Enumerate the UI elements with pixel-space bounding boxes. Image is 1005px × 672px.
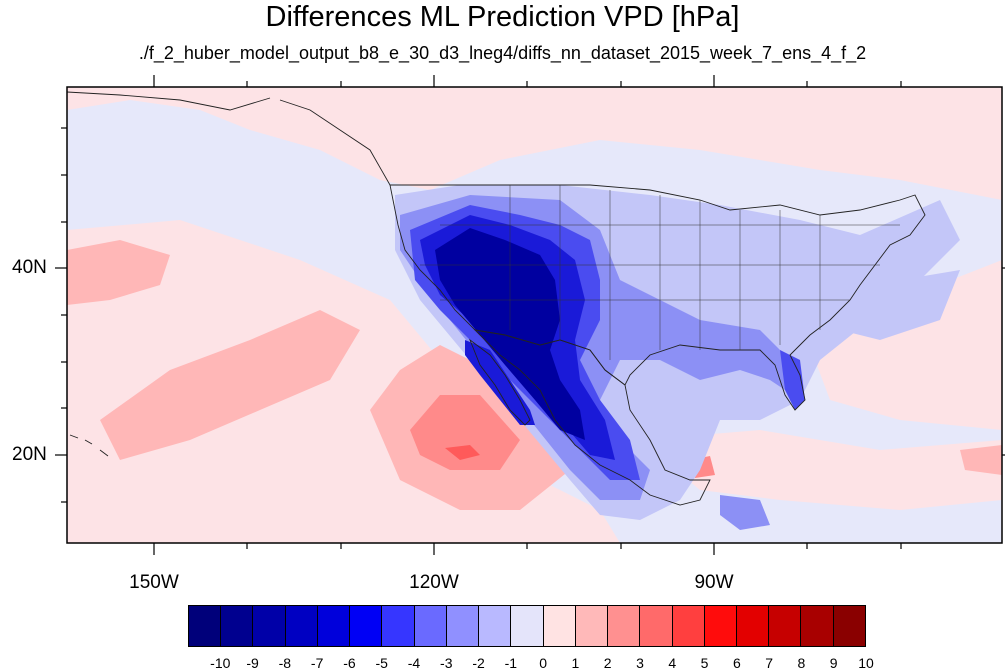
colorbar-segment: [833, 606, 865, 646]
colorbar-segment: [575, 606, 609, 646]
colorbar-tick-label: -3: [440, 655, 453, 671]
colorbar-segment: [479, 606, 512, 646]
colorbar-tick-label: -2: [472, 655, 485, 671]
colorbar-segment: [317, 606, 351, 646]
florida-anomaly: [780, 350, 805, 410]
state-borders: [420, 185, 900, 360]
colorbar-tick-label: 6: [732, 655, 741, 671]
colorbar-segment: [382, 606, 415, 646]
colorbar-segment: [769, 606, 802, 646]
colorbar-tick-label: -8: [278, 655, 292, 671]
colorbar-tick-label: 9: [829, 655, 838, 671]
coastlines: [67, 91, 926, 506]
red-spot-mexico-coast: [445, 445, 480, 460]
pink-region-north: [67, 87, 1002, 200]
atlantic-blue: [830, 270, 960, 340]
colorbar-tick-label: -1: [504, 655, 518, 671]
colorbar-tick-label: 0: [539, 655, 548, 671]
colorbar-segment: [253, 606, 286, 646]
axis-ticks: [55, 75, 1005, 555]
red-patch-hawaii-west: [67, 240, 170, 305]
colorbar-tick-label: 10: [858, 655, 874, 671]
colorbar-tick-label: -6: [343, 655, 356, 671]
colorbar-segment: [189, 606, 222, 646]
red-core-mexico-coast: [410, 395, 520, 470]
colorbar-segment: [285, 606, 318, 646]
lon-label-120w: 120W: [409, 572, 459, 593]
colorbar-segment: [640, 606, 673, 646]
colorbar-segment: [414, 606, 447, 646]
colorbar-tick-label: 8: [797, 655, 806, 671]
colorbar-tick-label: 5: [700, 655, 709, 671]
colorbar-tick-label: -7: [310, 655, 324, 671]
pink-region-south: [640, 430, 1002, 510]
darkest-blue-land: [435, 228, 585, 440]
colorbar-segment: [736, 606, 770, 646]
central-america-anomaly: [720, 495, 770, 530]
colorbar-tick-label: 2: [603, 655, 612, 671]
colorbar-tick-label: 3: [636, 655, 644, 671]
colorbar-segment: [543, 606, 576, 646]
colorbar-segment: [221, 606, 254, 646]
hawaii-islands-outline: [69, 434, 109, 457]
red-spot-atlantic: [960, 445, 1002, 475]
red-patch-central-pacific: [100, 310, 360, 460]
alaska-coast-outline: [67, 91, 271, 111]
colorbar: [188, 605, 866, 647]
pink-region-east: [800, 260, 1002, 430]
colorbar-tick-label: -10: [210, 655, 231, 671]
colorbar-segment: [704, 606, 737, 646]
lat-label-20n: 20N: [12, 444, 47, 465]
colorbar-segment: [350, 606, 383, 646]
colorbar-tick-label: -9: [246, 655, 259, 671]
colorbar-segment: [511, 606, 544, 646]
baja-anomaly: [465, 340, 535, 425]
colorbar-tick-label: 1: [571, 655, 580, 671]
map-title: Differences ML Prediction VPD [hPa]: [265, 1, 740, 33]
colorbar-tick-label: -4: [407, 655, 421, 671]
colorbar-segment: [446, 606, 480, 646]
colorbar-segment: [608, 606, 641, 646]
mexico-outline: [473, 329, 711, 506]
colorbar-segment: [672, 606, 705, 646]
colorbar-tick-label: 7: [765, 655, 774, 671]
colorbar-tick-label: -5: [375, 655, 388, 671]
map-subtitle: ./f_2_huber_model_output_b8_e_30_d3_lneg…: [138, 43, 867, 63]
contour-field: [67, 87, 1002, 543]
colorbar-tick-label: 4: [668, 655, 677, 671]
lon-label-150w: 150W: [129, 572, 179, 593]
baja-california-outline: [468, 338, 531, 426]
lat-label-40n: 40N: [12, 257, 47, 278]
colorbar-segment: [801, 606, 834, 646]
lon-label-90w: 90W: [694, 572, 734, 593]
canada-coast-outline: [279, 99, 391, 186]
